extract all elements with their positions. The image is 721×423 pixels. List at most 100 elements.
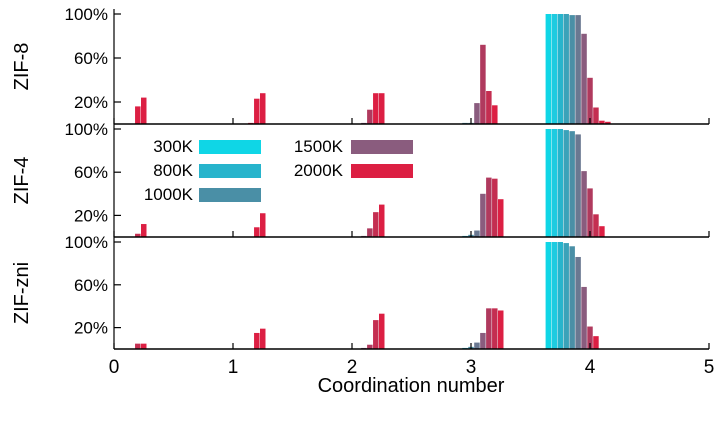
bar [563, 243, 569, 349]
bar [254, 227, 260, 237]
chart-panels: 20% 60% 100% ZIF-8 20% 60% 100% ZIF-4 20% 60% 100%… [11, 5, 710, 350]
bar [498, 199, 504, 237]
bar [593, 214, 599, 237]
legend-swatch [351, 140, 413, 154]
bar [480, 332, 486, 349]
bar [486, 308, 492, 349]
legend-label: 1000K [144, 185, 194, 204]
x-axis: 0 1 2 3 4 5 [109, 357, 715, 378]
bar [557, 129, 563, 237]
y-tick-label: 100% [65, 233, 108, 252]
y-tick-label: 20% [74, 93, 108, 112]
bar [569, 131, 575, 237]
bar [557, 242, 563, 349]
bar [486, 91, 492, 124]
legend-label: 800K [153, 161, 193, 180]
y-tick-label: 100% [65, 120, 108, 139]
bar [587, 326, 593, 349]
bar [599, 120, 605, 124]
bar [599, 226, 605, 237]
bar [551, 242, 558, 349]
bar [569, 15, 575, 125]
bar [141, 343, 147, 349]
panel-label: ZIF-8 [11, 43, 33, 91]
bar [492, 178, 498, 237]
panel-zif-8: 20% 60% 100% ZIF-8 [11, 5, 710, 125]
bar [587, 188, 593, 237]
bar [551, 14, 558, 124]
bar [545, 14, 552, 124]
bar [367, 109, 373, 124]
bar [367, 228, 373, 237]
legend-label: 1500K [294, 137, 344, 156]
x-tick-label: 3 [466, 357, 477, 378]
bar [367, 344, 373, 349]
bar [480, 193, 486, 237]
legend-label: 300K [153, 137, 193, 156]
bar [486, 177, 492, 237]
legend: 300K 800K 1000K 1500K 2000K [144, 137, 413, 204]
bar [605, 121, 611, 124]
legend-label: 2000K [294, 161, 344, 180]
x-axis-title: Coordination number [318, 375, 505, 397]
bar [575, 15, 581, 125]
y-tick-label: 20% [74, 319, 108, 338]
bar [373, 212, 379, 237]
bar [551, 129, 558, 237]
bar [135, 106, 141, 124]
x-tick-label: 1 [228, 357, 239, 378]
bar [557, 14, 563, 124]
legend-swatch [351, 164, 413, 178]
bar [379, 204, 385, 237]
y-tick-label: 60% [74, 163, 108, 182]
y-tick-label: 60% [74, 276, 108, 295]
bar [260, 213, 266, 237]
bar [545, 242, 552, 349]
bar [135, 343, 141, 349]
x-tick-label: 0 [109, 357, 120, 378]
legend-swatch [199, 140, 261, 154]
legend-swatch [199, 188, 261, 202]
legend-swatch [199, 164, 261, 178]
x-tick-label: 5 [704, 357, 715, 378]
x-tick-label: 2 [347, 357, 358, 378]
bar [581, 286, 587, 349]
bar [474, 342, 480, 349]
bar [254, 332, 260, 349]
y-tick-label: 20% [74, 206, 108, 225]
bar [141, 224, 147, 237]
bar [379, 313, 385, 349]
panel-label: ZIF-4 [11, 157, 33, 205]
bar [545, 129, 552, 237]
bar [254, 98, 260, 124]
bar [373, 320, 379, 349]
bar [492, 308, 498, 349]
bar [474, 230, 480, 237]
bar [492, 105, 498, 124]
bar [260, 328, 266, 349]
bar [141, 97, 147, 124]
bar [260, 93, 266, 124]
bar [480, 44, 486, 124]
bar [575, 134, 581, 237]
bar [498, 310, 504, 349]
panel-label: ZIF-zni [11, 262, 33, 324]
bar [135, 233, 141, 237]
bar [593, 107, 599, 124]
bar [563, 14, 569, 124]
bar [569, 246, 575, 349]
x-tick-label: 4 [585, 357, 596, 378]
bar [563, 130, 569, 237]
bar [587, 77, 593, 124]
bar [379, 93, 385, 124]
bar [581, 171, 587, 237]
bar [581, 33, 587, 124]
panel-zif-4: 20% 60% 100% ZIF-4 [11, 120, 710, 238]
y-tick-label: 60% [74, 49, 108, 68]
bar [373, 93, 379, 124]
bar [593, 336, 599, 349]
y-tick-label: 100% [65, 5, 108, 24]
bar [575, 256, 581, 349]
bar [474, 103, 480, 124]
